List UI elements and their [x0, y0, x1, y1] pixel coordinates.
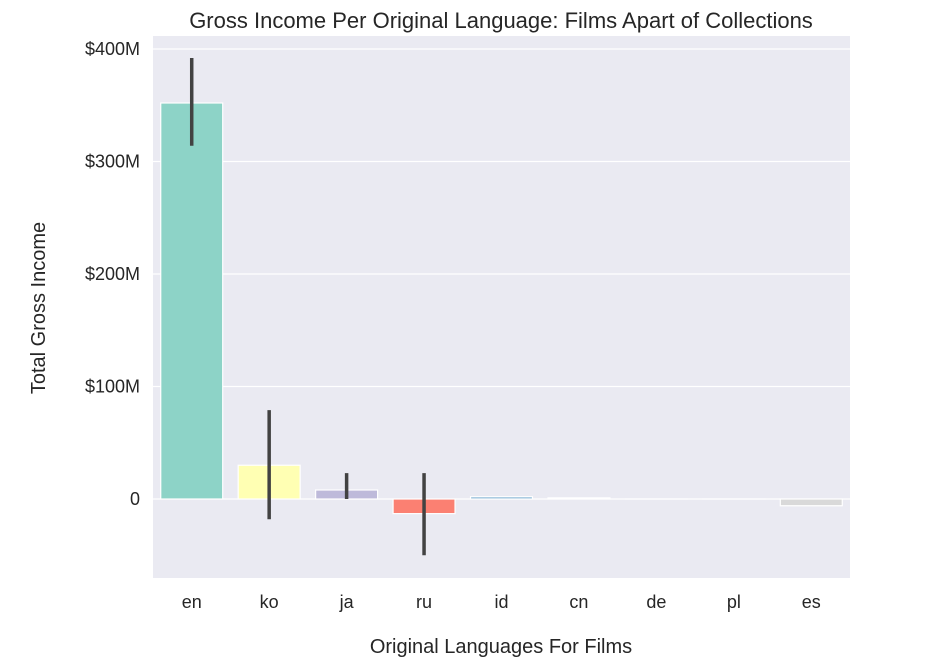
y-tick-label: 0 — [130, 489, 140, 509]
bar-id — [469, 496, 534, 500]
y-tick-label: $400M — [85, 39, 140, 59]
x-tick-label: ko — [260, 592, 279, 612]
y-tick-label: $300M — [85, 152, 140, 172]
error-bars — [189, 58, 426, 556]
x-tick-label: en — [182, 592, 202, 612]
x-tick-label: ja — [339, 592, 355, 612]
x-tick-labels: en ko ja ru id cn de pl es — [182, 592, 821, 612]
x-tick-label: id — [494, 592, 508, 612]
y-tick-label: $200M — [85, 264, 140, 284]
bar-cn — [547, 497, 611, 500]
bar-en — [160, 102, 224, 500]
y-tick-label: $100M — [85, 377, 140, 397]
x-tick-label: de — [646, 592, 666, 612]
y-tick-labels: 0 $100M $200M $300M $400M — [85, 39, 140, 509]
x-axis-label: Original Languages For Films — [370, 636, 632, 658]
x-tick-label: es — [802, 592, 821, 612]
chart-title: Gross Income Per Original Language: Film… — [189, 8, 813, 33]
x-tick-label: cn — [569, 592, 588, 612]
y-axis-label: Total Gross Income — [28, 222, 50, 394]
x-tick-label: ru — [416, 592, 432, 612]
x-tick-label: pl — [727, 592, 741, 612]
bar-es — [779, 498, 843, 507]
